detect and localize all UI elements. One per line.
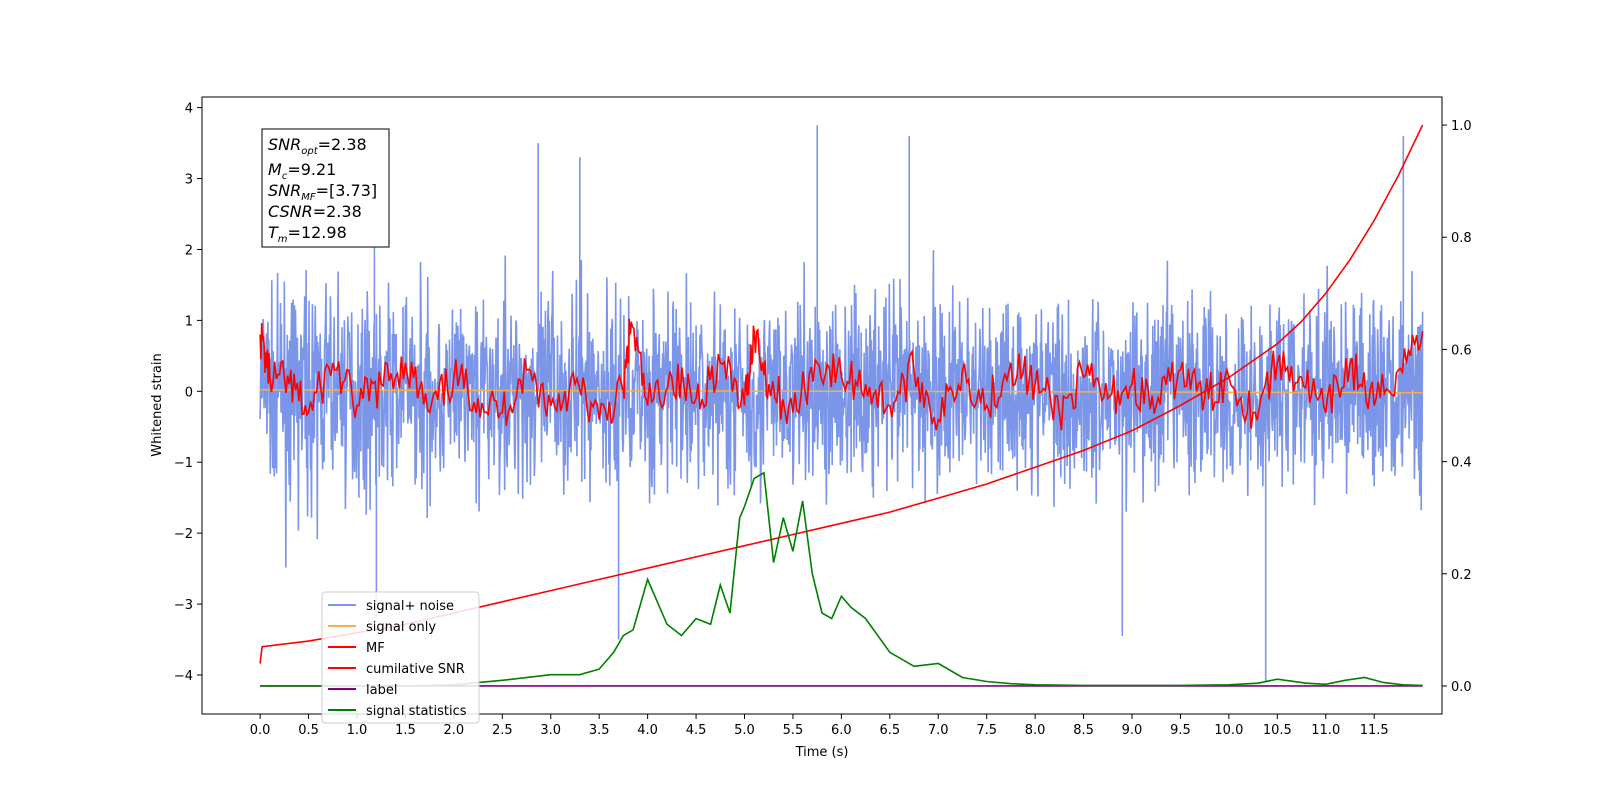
legend-entry-label: label [328, 683, 397, 698]
info-snr-mf-main: SNR [268, 181, 301, 200]
info-box-frame [261, 128, 390, 248]
legend-label-signal-only: signal only [366, 620, 436, 635]
legend-entry-signal-only: signal only [328, 620, 436, 635]
y-tick-label: −4 [174, 669, 193, 684]
x-tick-label: 2.0 [444, 723, 465, 738]
info-mc-main: M [268, 160, 282, 179]
x-tick-label: 5.5 [783, 723, 804, 738]
x-tick-label: 11.5 [1360, 723, 1389, 738]
legend-label-label: label [366, 683, 397, 698]
legend-entry-mf: MF [328, 641, 385, 656]
x-tick-label: 3.0 [540, 723, 561, 738]
x-tick-label: 0.0 [250, 723, 271, 738]
y-tick-label: 1 [185, 314, 193, 329]
y2-tick-label: 0.2 [1451, 568, 1472, 583]
x-tick-label: 10.0 [1214, 723, 1243, 738]
x-tick-label: 1.5 [395, 723, 416, 738]
y-tick-label: 0 [185, 385, 193, 400]
info-snr-mf-value: =[3.73] [316, 181, 378, 200]
legend-entry-cumulative-snr: cumilative SNR [328, 662, 465, 677]
info-snr-opt-main: SNR [268, 135, 301, 154]
info-tm-value: =12.98 [288, 223, 347, 242]
info-snr-opt-sub: opt [301, 146, 318, 157]
y2-tick-label: 0.4 [1451, 456, 1472, 471]
y2-tick-label: 0.0 [1451, 680, 1472, 695]
axes-frame [201, 96, 1443, 715]
legend-entry-signal-statistics: signal statistics [328, 704, 467, 719]
info-snr-mf: SNRMF=[3.73] [268, 181, 377, 203]
y2-tick-label: 0.8 [1451, 231, 1472, 246]
info-tm-sub: m [278, 234, 288, 245]
y-tick-label: −3 [174, 598, 193, 613]
y-axis-label: Whitened strain [150, 353, 165, 456]
legend-frame [321, 591, 480, 724]
y-tick-label: 3 [185, 173, 193, 188]
x-tick-label: 9.0 [1122, 723, 1143, 738]
y2-axis-ticks: 1.0 0.8 0.6 0.4 0.2 0.0 [1442, 119, 1472, 695]
legend-label-cumulative-snr: cumilative SNR [366, 662, 465, 677]
series-signal-only [260, 389, 1423, 394]
y-axis-ticks: 4 3 2 1 0 −1 −2 −3 −4 [174, 102, 202, 684]
info-tm: Tm=12.98 [268, 223, 347, 245]
x-tick-label: 11.0 [1311, 723, 1340, 738]
x-tick-label: 3.5 [589, 723, 610, 738]
y-tick-label: 4 [185, 102, 193, 117]
info-csnr: CSNR=2.38 [268, 202, 362, 221]
info-snr-opt: SNRopt=2.38 [268, 135, 367, 157]
info-box: SNRopt=2.38 Mc=9.21 SNRMF=[3.73] CSNR=2.… [261, 128, 390, 248]
legend: signal+ noise signal only MF cumilative … [321, 591, 480, 724]
x-tick-label: 7.0 [928, 723, 949, 738]
series-signal-noise [259, 125, 1424, 683]
y-tick-label: 2 [185, 243, 193, 258]
y2-tick-label: 0.6 [1451, 343, 1472, 358]
x-tick-label: 8.0 [1025, 723, 1046, 738]
x-tick-label: 2.5 [492, 723, 513, 738]
legend-entry-signal-noise: signal+ noise [328, 599, 454, 614]
x-tick-label: 10.5 [1263, 723, 1292, 738]
x-tick-label: 0.5 [298, 723, 319, 738]
info-mc: Mc=9.21 [268, 160, 336, 182]
x-tick-label: 5.0 [734, 723, 755, 738]
x-tick-label: 6.0 [831, 723, 852, 738]
info-mc-sub: c [282, 171, 288, 182]
series-mf [259, 318, 1424, 431]
series-signal-statistics [260, 471, 1423, 687]
x-axis-ticks: 0.0 0.5 1.0 1.5 2.0 2.5 3.0 3.5 4.0 4.5 5.0 5.5 6.0 6… [250, 714, 1389, 738]
info-csnr-value: =2.38 [313, 202, 362, 221]
x-tick-label: 8.5 [1073, 723, 1094, 738]
info-mc-value: =9.21 [287, 160, 336, 179]
legend-label-mf: MF [366, 641, 385, 656]
x-tick-label: 7.5 [976, 723, 997, 738]
x-tick-label: 4.0 [637, 723, 658, 738]
info-csnr-main: CSNR [268, 202, 313, 221]
x-tick-label: 4.5 [686, 723, 707, 738]
info-tm-main: T [268, 223, 279, 242]
y-tick-label: −1 [174, 456, 193, 471]
x-tick-label: 1.0 [347, 723, 368, 738]
x-tick-label: 6.5 [879, 723, 900, 738]
legend-label-signal-noise: signal+ noise [366, 599, 454, 614]
y-tick-label: −2 [174, 527, 193, 542]
x-axis-label: Time (s) [795, 745, 849, 760]
x-tick-label: 9.5 [1170, 723, 1191, 738]
info-snr-mf-sub: MF [301, 192, 316, 203]
y2-tick-label: 1.0 [1451, 119, 1472, 134]
info-snr-opt-value: =2.38 [318, 135, 367, 154]
legend-label-signal-statistics: signal statistics [366, 704, 467, 719]
